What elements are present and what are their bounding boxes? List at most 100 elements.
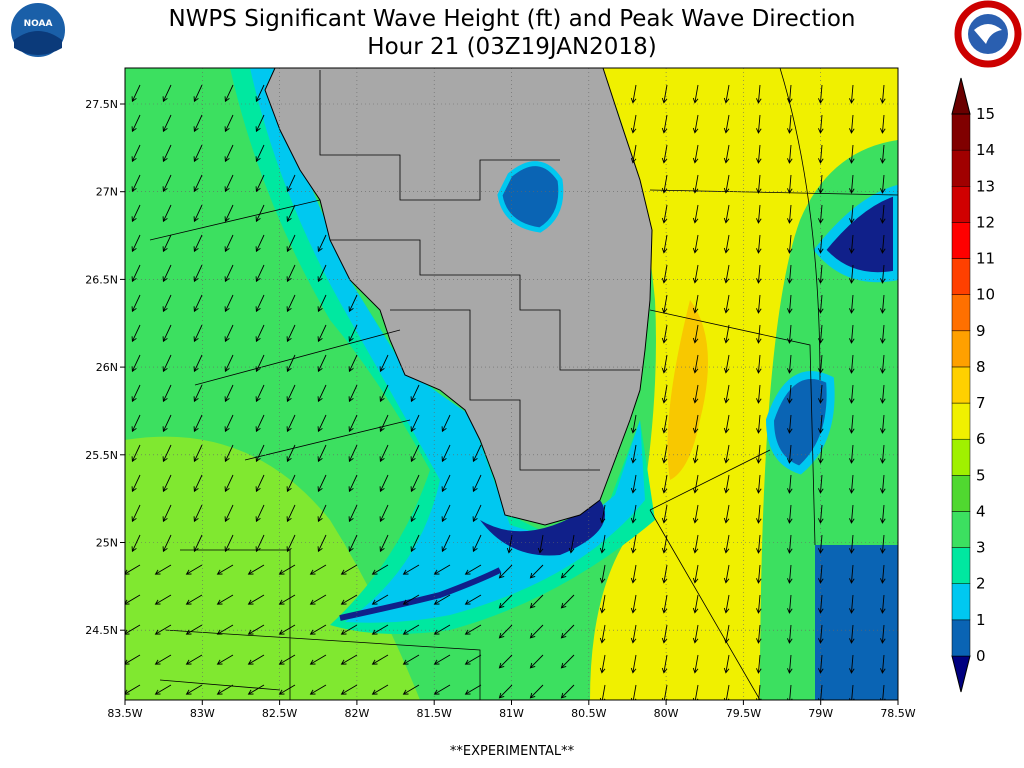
arrow: [371, 594, 389, 605]
arrow: [692, 354, 699, 374]
arrow: [661, 324, 668, 344]
arrow: [348, 504, 358, 523]
arrow: [880, 84, 886, 104]
arrow: [185, 594, 203, 605]
arrow: [880, 384, 886, 404]
lon-label: 80W: [654, 707, 679, 720]
arrow: [402, 684, 420, 695]
arrow: [410, 474, 420, 493]
arrow: [379, 414, 389, 433]
arrow: [599, 654, 606, 674]
arrow: [756, 294, 762, 314]
arrow: [692, 654, 699, 674]
arrow: [317, 534, 327, 553]
arrow: [756, 204, 762, 224]
subtitle: Hour 21 (03Z19JAN2018): [367, 34, 656, 60]
arrow: [185, 624, 203, 635]
arrow: [630, 84, 637, 104]
arrow: [661, 504, 668, 524]
arrow: [537, 534, 544, 554]
arrow: [787, 564, 793, 584]
arrow: [433, 594, 451, 605]
arrow: [849, 144, 855, 164]
map: [125, 68, 898, 700]
keys: [339, 567, 502, 621]
arrow: [723, 504, 730, 524]
arrow: [379, 354, 389, 373]
arrow: [756, 174, 762, 194]
colorbar-label: 11: [976, 250, 995, 268]
arrow: [599, 594, 606, 614]
arrow: [818, 384, 824, 404]
arrow: [692, 114, 699, 134]
arrow: [723, 474, 730, 494]
arrow: [692, 624, 699, 644]
arrow: [692, 504, 699, 524]
arrow: [125, 684, 141, 695]
arrow: [756, 564, 762, 584]
arrow: [224, 354, 234, 373]
arrow: [441, 534, 451, 553]
arrow: [317, 324, 327, 343]
arrow: [630, 534, 637, 554]
arrow: [162, 294, 172, 313]
arrow: [379, 534, 389, 553]
arrow: [880, 234, 886, 254]
arrow: [849, 654, 855, 674]
arrow: [661, 264, 668, 284]
arrow: [278, 624, 296, 635]
arrow: [193, 84, 203, 103]
arrow: [787, 84, 793, 104]
arrow: [630, 444, 637, 464]
lat-label: 24.5N: [85, 624, 118, 637]
arrow: [849, 84, 855, 104]
arrow: [371, 624, 389, 635]
arrow: [410, 414, 420, 433]
arrow: [880, 324, 886, 344]
colorbar-band: [951, 113, 971, 151]
arrow: [193, 444, 203, 463]
arrow: [630, 594, 637, 614]
arrow: [224, 534, 234, 553]
arrow: [787, 384, 793, 404]
arrow: [193, 114, 203, 133]
arrow: [880, 294, 886, 314]
arrow: [193, 324, 203, 343]
colorbar-label: 10: [976, 286, 995, 304]
arrow: [723, 444, 730, 464]
colorbar-band: [951, 149, 971, 187]
arrow: [787, 294, 793, 314]
arrow: [529, 654, 544, 669]
arrow: [787, 354, 793, 374]
arrow: [340, 624, 358, 635]
arrow: [661, 384, 668, 404]
arrow: [278, 594, 296, 605]
arrow: [154, 564, 172, 575]
arrow: [216, 654, 234, 665]
arrow: [185, 564, 203, 575]
arrow: [464, 564, 482, 575]
arrow: [661, 654, 668, 674]
arrow: [131, 294, 141, 313]
colorbar-label: 12: [976, 213, 995, 231]
arrow: [162, 504, 172, 523]
arrow: [317, 354, 327, 373]
arrow: [286, 354, 296, 373]
arrow: [317, 294, 327, 313]
arrow: [255, 324, 265, 343]
arrow: [255, 114, 265, 133]
colorbar-label: 5: [976, 466, 986, 484]
arrow: [630, 474, 637, 494]
colorbar-over: [951, 77, 971, 115]
arrow: [756, 234, 762, 254]
arrow: [379, 504, 389, 523]
arrow: [286, 324, 296, 343]
arrow: [224, 234, 234, 253]
arrow: [309, 564, 327, 575]
arrow: [692, 384, 699, 404]
arrow: [131, 324, 141, 343]
arrow: [286, 414, 296, 433]
arrow: [224, 114, 234, 133]
arrow: [880, 144, 886, 164]
